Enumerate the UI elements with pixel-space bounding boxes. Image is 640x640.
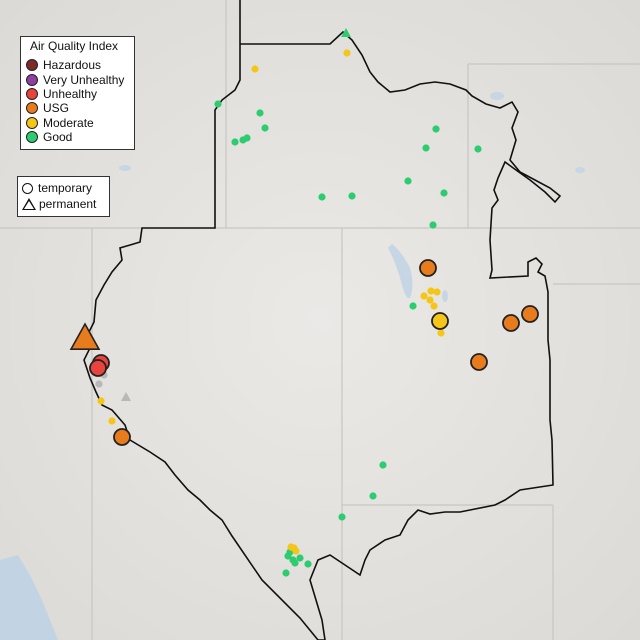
- legend-item-usg: USG: [26, 101, 69, 115]
- temporary-monitor-moderate[interactable]: [431, 312, 449, 330]
- monitor-dot-good[interactable]: [432, 125, 440, 133]
- region-boundary: [83, 0, 562, 640]
- monitor-dot-inactive[interactable]: [95, 380, 103, 388]
- unhealthy-swatch: [26, 88, 38, 100]
- aqi-legend: Air Quality Index Hazardous Very Unhealt…: [20, 36, 135, 150]
- monitor-dot-moderate[interactable]: [290, 544, 298, 552]
- monitor-dot-good[interactable]: [404, 177, 412, 185]
- monitor-dot-moderate[interactable]: [420, 292, 428, 300]
- lakes: [119, 92, 585, 302]
- monitor-dot-good[interactable]: [296, 554, 304, 562]
- monitor-dot-moderate[interactable]: [437, 329, 445, 337]
- monitor-dot-good[interactable]: [231, 138, 239, 146]
- monitor-dot-good[interactable]: [338, 513, 346, 521]
- monitor-dot-good[interactable]: [243, 134, 251, 142]
- monitor-dot-moderate[interactable]: [433, 288, 441, 296]
- monitor-dot-good[interactable]: [429, 221, 437, 229]
- legend-item-good: Good: [26, 130, 72, 144]
- monitor-dot-good[interactable]: [318, 193, 326, 201]
- monitor-dot-good[interactable]: [291, 559, 299, 567]
- monitor-dot-moderate[interactable]: [97, 397, 105, 405]
- monitor-dot-good[interactable]: [282, 569, 290, 577]
- monitor-dot-moderate[interactable]: [426, 296, 434, 304]
- legend-item-hazardous: Hazardous: [26, 58, 101, 72]
- monitor-dot-good[interactable]: [304, 560, 312, 568]
- monitor-markers: [69, 28, 539, 577]
- pacific-ocean: [0, 555, 58, 640]
- very-unhealthy-swatch: [26, 74, 38, 86]
- triangle-icon: [22, 198, 36, 210]
- hazardous-swatch: [26, 59, 38, 71]
- monitor-dot-good[interactable]: [440, 189, 448, 197]
- monitor-dot-good[interactable]: [284, 552, 292, 560]
- monitor-dot-good[interactable]: [409, 302, 417, 310]
- monitor-dot-good[interactable]: [348, 192, 356, 200]
- legend-label: Moderate: [43, 116, 94, 130]
- legend-item-temporary: temporary: [22, 180, 92, 196]
- monitor-dot-moderate[interactable]: [427, 287, 435, 295]
- temporary-monitor-usg[interactable]: [521, 305, 539, 323]
- type-label: temporary: [38, 181, 93, 195]
- monitor-dot-moderate[interactable]: [343, 49, 351, 57]
- usg-swatch: [26, 102, 38, 114]
- permanent-monitor-inactive[interactable]: [121, 392, 131, 401]
- monitor-dot-good[interactable]: [474, 145, 482, 153]
- legend-item-very-unhealthy: Very Unhealthy: [26, 73, 124, 87]
- permanent-monitor-usg[interactable]: [69, 322, 101, 351]
- legend-label: Very Unhealthy: [43, 73, 125, 87]
- monitor-dot-good[interactable]: [214, 100, 222, 108]
- temporary-monitor-usg[interactable]: [502, 314, 520, 332]
- monitor-dot-good[interactable]: [256, 109, 264, 117]
- legend-title: Air Quality Index: [30, 39, 119, 53]
- legend-item-unhealthy: Unhealthy: [26, 87, 97, 101]
- temporary-monitor-unhealthy[interactable]: [89, 359, 107, 377]
- legend-label: Hazardous: [43, 58, 102, 72]
- good-swatch: [26, 131, 38, 143]
- monitor-type-legend: temporary permanent: [17, 176, 110, 217]
- monitor-dot-good[interactable]: [379, 461, 387, 469]
- monitor-dot-moderate[interactable]: [251, 65, 259, 73]
- monitor-dot-moderate[interactable]: [430, 302, 438, 310]
- monitor-dot-moderate[interactable]: [108, 417, 116, 425]
- monitor-dot-good[interactable]: [261, 124, 269, 132]
- monitor-dot-good[interactable]: [369, 492, 377, 500]
- moderate-swatch: [26, 117, 38, 129]
- monitor-dot-good[interactable]: [422, 144, 430, 152]
- temporary-monitor-usg[interactable]: [113, 428, 131, 446]
- circle-icon: [22, 182, 33, 194]
- permanent-monitor-good[interactable]: [341, 28, 351, 37]
- legend-item-permanent: permanent: [22, 196, 96, 212]
- temporary-monitor-usg[interactable]: [470, 353, 488, 371]
- legend-label: USG: [43, 101, 70, 115]
- temporary-monitor-usg[interactable]: [419, 259, 437, 277]
- legend-label: Unhealthy: [43, 87, 98, 101]
- legend-label: Good: [43, 130, 73, 144]
- type-label: permanent: [39, 197, 97, 211]
- legend-item-moderate: Moderate: [26, 116, 94, 130]
